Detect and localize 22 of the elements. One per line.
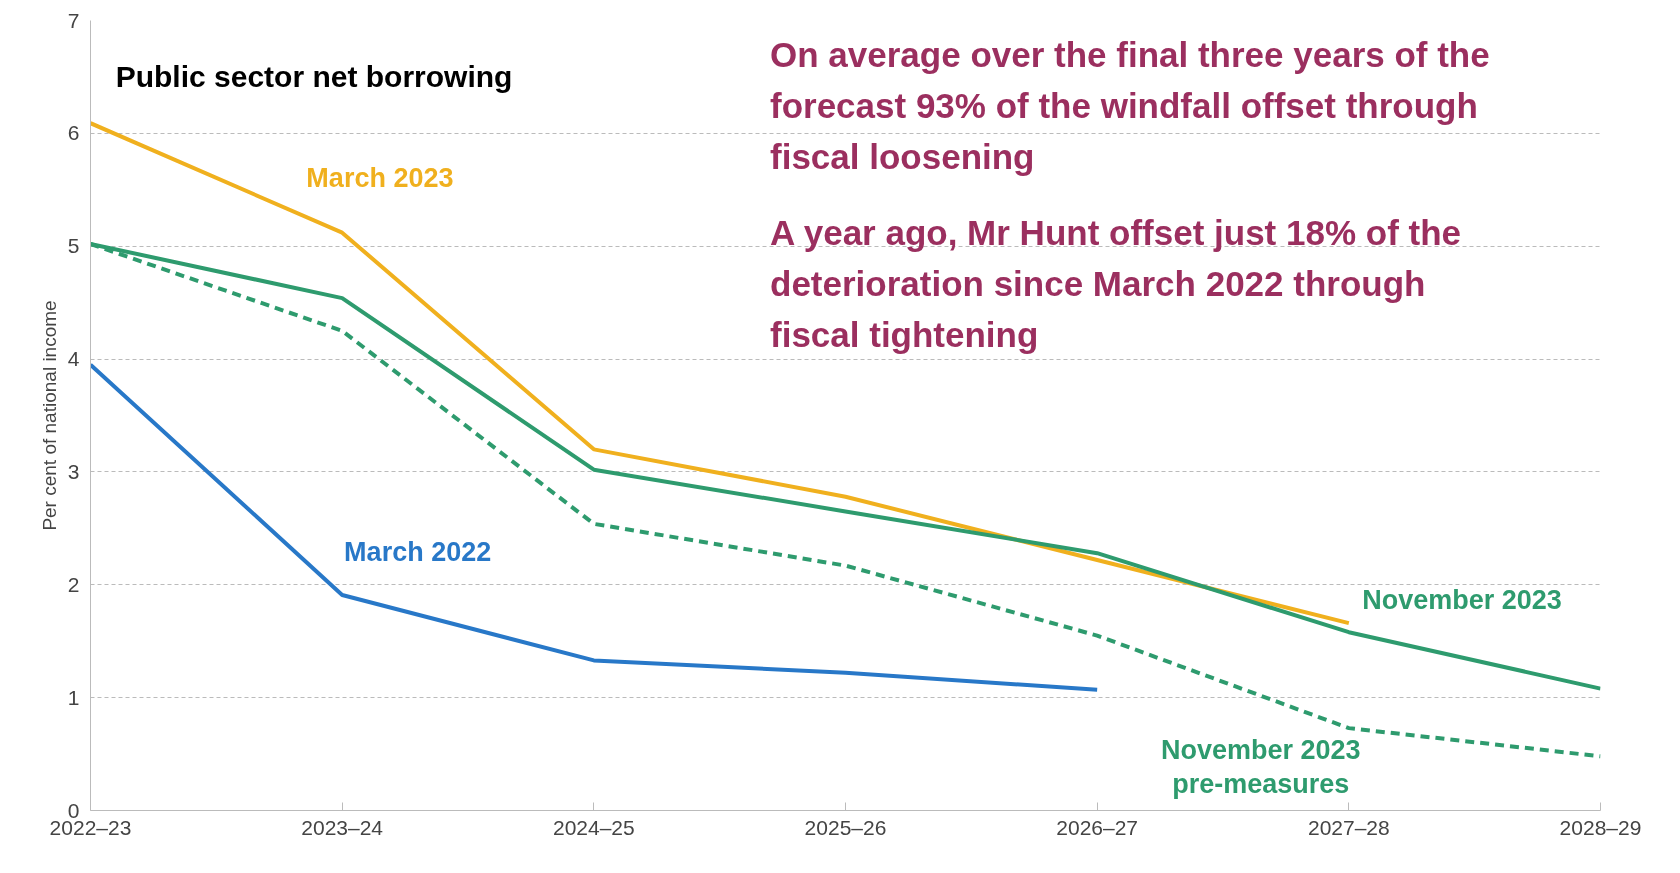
x-tick-label: 2027–28 — [1307, 815, 1390, 839]
x-tick-label: 2023–24 — [301, 815, 384, 839]
x-tick-label: 2025–26 — [804, 815, 887, 839]
line-series — [90, 362, 1100, 692]
series-label: November 2023 pre-measures — [1160, 735, 1361, 800]
x-tick-label: 2026–27 — [1056, 815, 1139, 839]
x-tick-label: 2024–25 — [552, 815, 635, 839]
y-tick-label: 3 — [67, 459, 80, 483]
x-tick-label: 2028–29 — [1559, 815, 1642, 839]
text: Public sector net borrowing — [115, 60, 513, 94]
y-tick-label: 4 — [67, 347, 80, 371]
annotation: A year ago, Mr Hunt offset just 18% of the deterioration since March 2022 through fiscal tightening — [770, 213, 1462, 355]
y-axis-title: Per cent of national income — [38, 300, 60, 531]
y-tick-label: 7 — [67, 8, 80, 32]
annotation: On average over the final three years of the forecast 93% of the windfall offset through fiscal loosening — [770, 34, 1490, 176]
y-tick-label: 1 — [67, 685, 80, 709]
series-label: March 2022 — [344, 536, 492, 567]
series-label: March 2023 — [306, 163, 454, 194]
y-tick-label: 2 — [67, 572, 80, 596]
series-label: November 2023 — [1362, 585, 1562, 616]
y-tick-label: 5 — [67, 234, 80, 258]
y-tick-label: 6 — [67, 121, 80, 145]
